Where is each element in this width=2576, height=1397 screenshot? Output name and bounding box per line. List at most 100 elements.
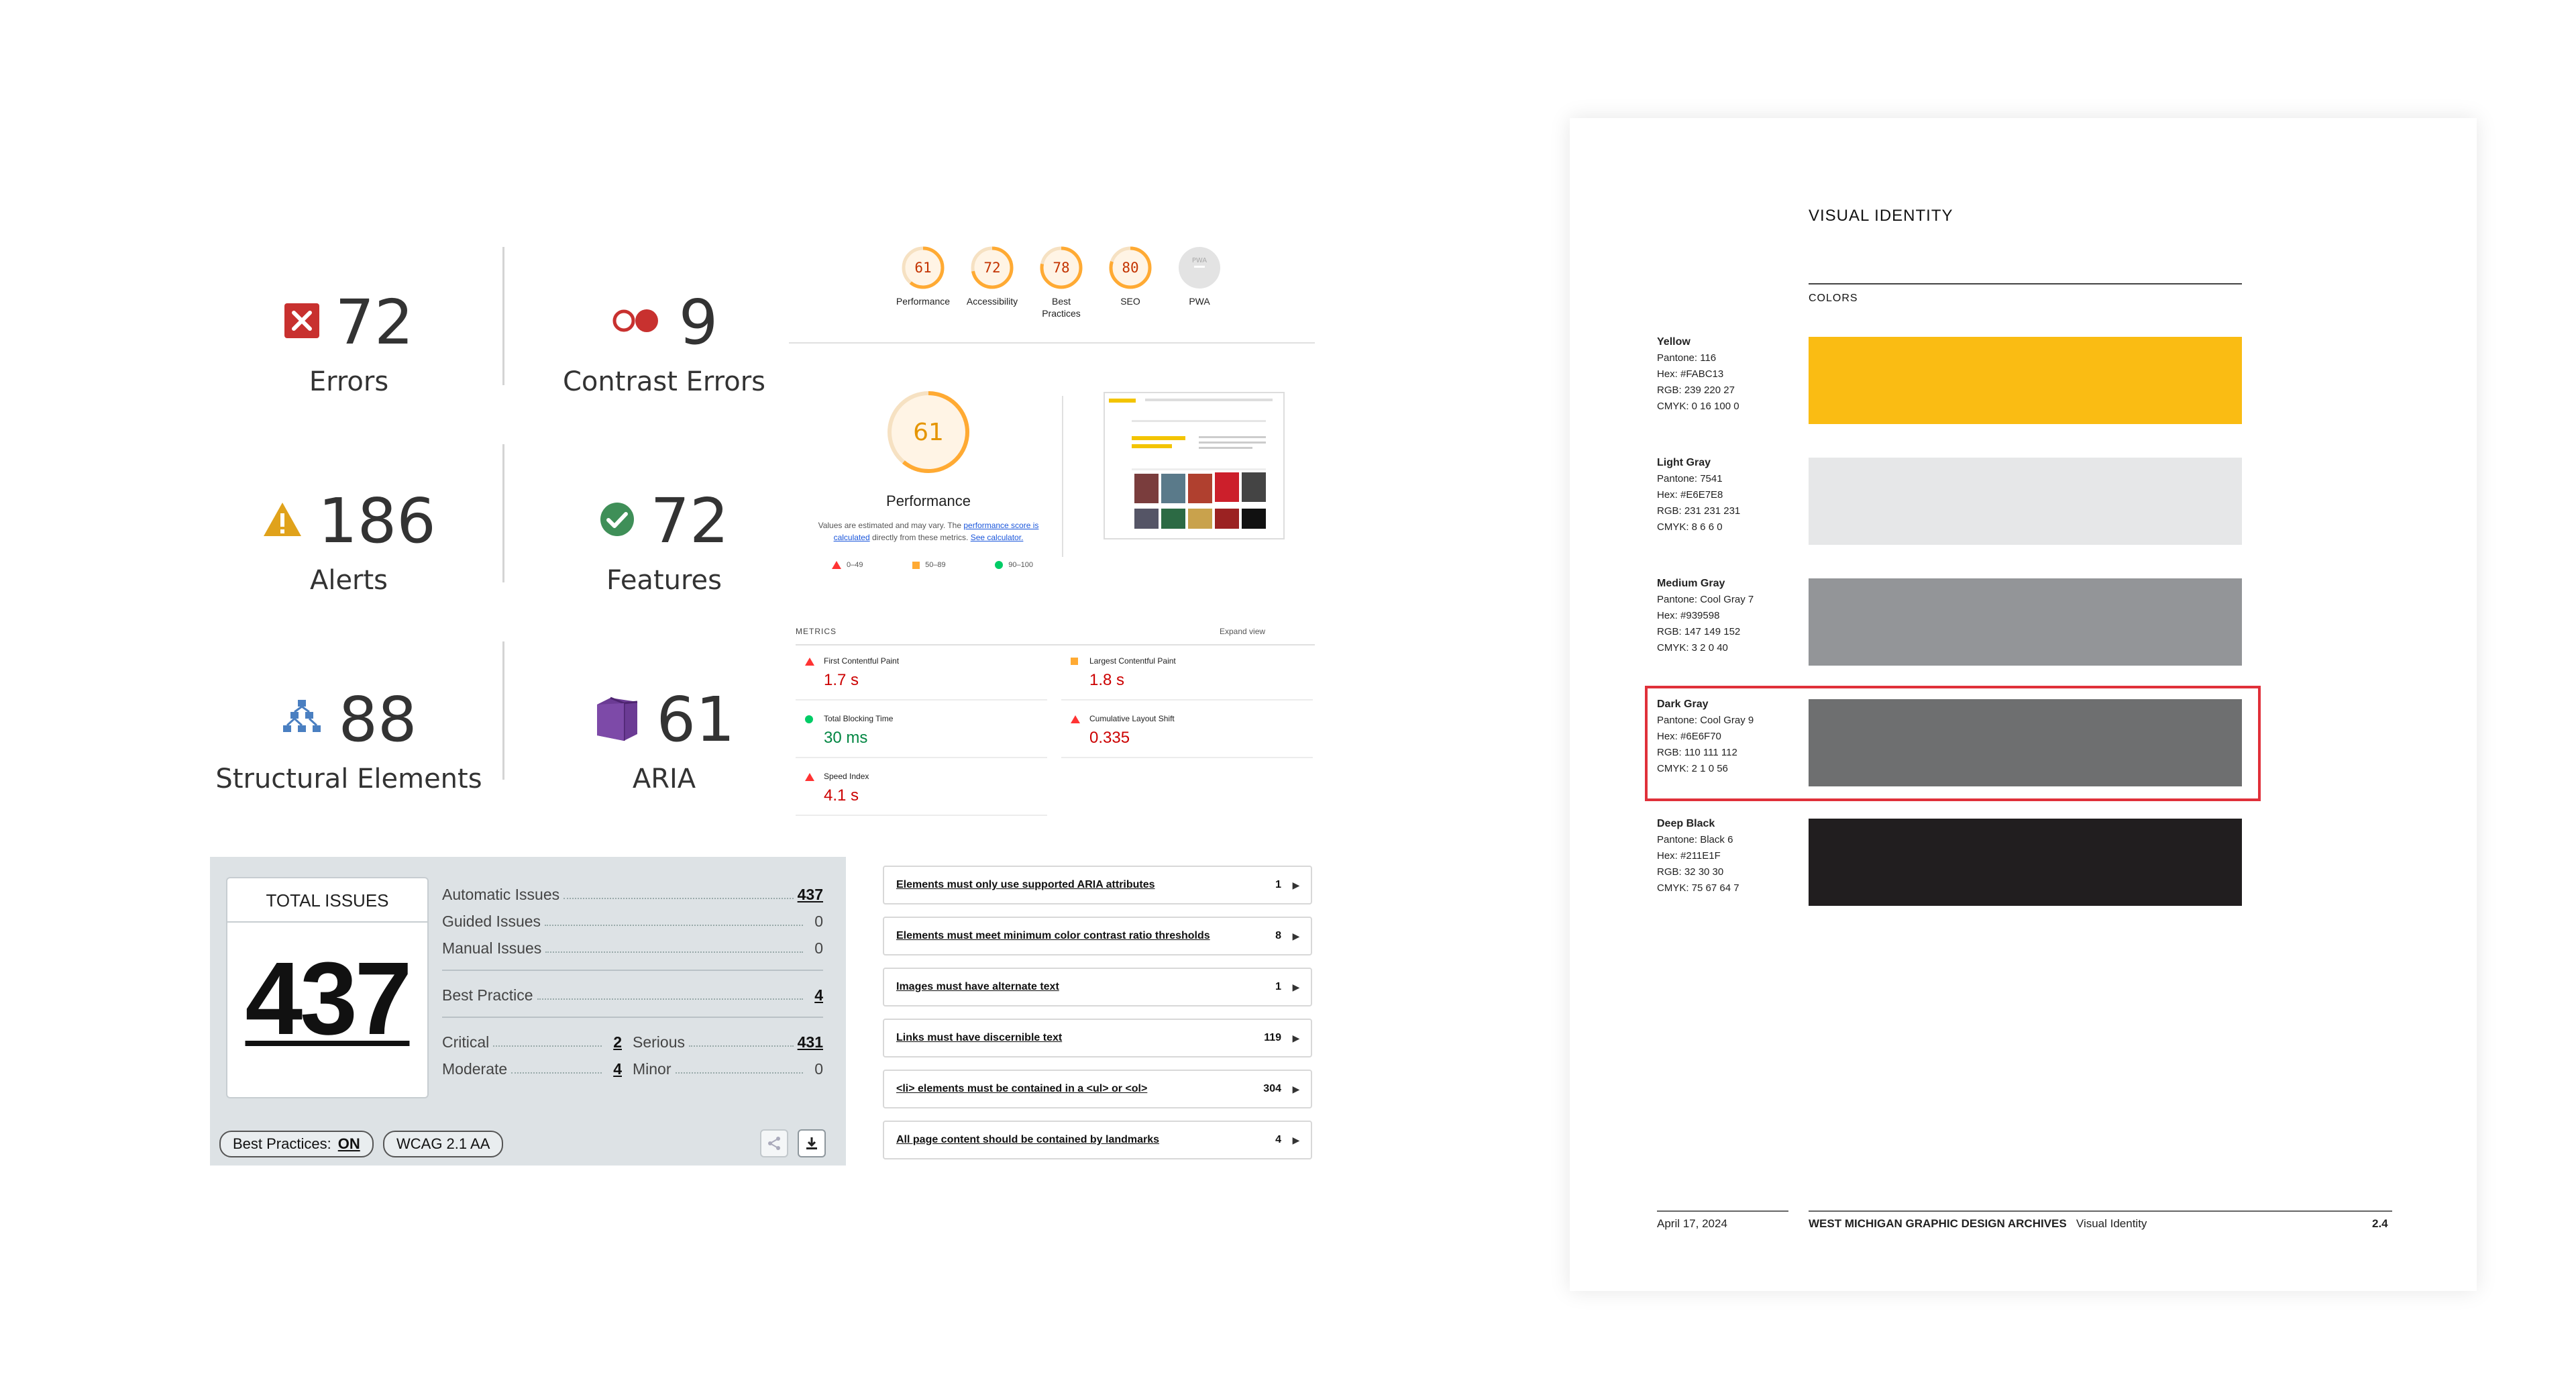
alert-icon bbox=[262, 501, 303, 541]
wave-divider bbox=[502, 641, 504, 780]
page-title: VISUAL IDENTITY bbox=[1809, 207, 1953, 225]
wcag-standard-selector[interactable]: WCAG 2.1 AA bbox=[383, 1131, 504, 1157]
rule-item[interactable]: Links must have discernible text 119 ▶ bbox=[883, 1019, 1312, 1057]
average-square-icon bbox=[912, 561, 920, 569]
page-screenshot-thumbnail[interactable] bbox=[1104, 392, 1285, 539]
errors-count: 72 bbox=[335, 286, 414, 358]
wave-contrast-errors[interactable]: 9 Contrast Errors bbox=[506, 282, 822, 443]
moderate-link[interactable]: 4 bbox=[613, 1060, 622, 1078]
moderate-row[interactable]: Moderate 4 bbox=[442, 1060, 622, 1078]
wave-alerts[interactable]: 186 Alerts bbox=[191, 480, 506, 641]
minor-row: Minor 0 bbox=[633, 1060, 823, 1078]
chevron-right-icon: ▶ bbox=[1292, 1032, 1300, 1043]
download-icon bbox=[806, 1137, 817, 1149]
structure-icon bbox=[280, 698, 323, 741]
see-calculator-link[interactable]: See calculator. bbox=[970, 533, 1024, 542]
metric-name: Speed Index bbox=[824, 772, 869, 781]
rule-item[interactable]: Elements must meet minimum color contras… bbox=[883, 917, 1312, 955]
aria-count: 61 bbox=[656, 683, 735, 756]
critical-link[interactable]: 2 bbox=[613, 1033, 622, 1051]
color-medium-gray-info: Medium Gray Pantone: Cool Gray 7 Hex: #939… bbox=[1657, 578, 1754, 654]
serious-row[interactable]: Serious 431 bbox=[633, 1033, 823, 1051]
alerts-label: Alerts bbox=[309, 565, 388, 596]
score-label: PWA bbox=[1189, 296, 1210, 307]
score-gauge: 78 bbox=[1040, 246, 1083, 289]
pass-dot-icon bbox=[805, 715, 813, 723]
metric-first-contentful-paint[interactable]: First Contentful Paint 1.7 s bbox=[796, 645, 1047, 701]
wave-divider bbox=[502, 444, 504, 582]
download-button[interactable] bbox=[798, 1129, 826, 1157]
score-label: SEO bbox=[1120, 296, 1140, 307]
svg-text:61: 61 bbox=[913, 419, 944, 446]
score-gauge: 80 bbox=[1109, 246, 1152, 289]
contrast-errors-count: 9 bbox=[678, 286, 718, 358]
automatic-issues-row[interactable]: Automatic Issues 437 bbox=[442, 886, 823, 903]
metric-value: 30 ms bbox=[824, 729, 868, 747]
color-swatch-medium-gray bbox=[1809, 578, 2242, 666]
lh-performance-note: Values are estimated and may vary. The p… bbox=[818, 521, 1039, 542]
color-swatch-dark-gray bbox=[1809, 699, 2242, 786]
wave-aria[interactable]: 61 ARIA bbox=[506, 679, 822, 840]
footer-page-number: 2.4 bbox=[2372, 1217, 2388, 1230]
axe-divider bbox=[442, 970, 823, 971]
color-swatch-deep-black bbox=[1809, 819, 2242, 906]
serious-link[interactable]: 431 bbox=[797, 1033, 823, 1051]
lh-performance-title: Performance bbox=[886, 493, 971, 509]
title-rule bbox=[1809, 283, 2242, 284]
metric-value: 1.8 s bbox=[1089, 671, 1125, 689]
pwa-badge-icon: PWA bbox=[1179, 247, 1220, 289]
expand-view-link[interactable]: Expand view bbox=[1220, 627, 1266, 636]
critical-row[interactable]: Critical 2 bbox=[442, 1033, 622, 1051]
metric-largest-contentful-paint[interactable]: Largest Contentful Paint 1.8 s bbox=[1061, 645, 1313, 701]
lh-performance-gauge[interactable]: 61 bbox=[884, 388, 973, 476]
rule-item[interactable]: All page content should be contained by … bbox=[883, 1121, 1312, 1159]
rule-item[interactable]: <li> elements must be contained in a <ul… bbox=[883, 1070, 1312, 1108]
metric-cumulative-layout-shift[interactable]: Cumulative Layout Shift 0.335 bbox=[1061, 703, 1313, 758]
color-swatch-light-gray bbox=[1809, 458, 2242, 545]
metric-name: First Contentful Paint bbox=[824, 656, 900, 666]
best-practice-row[interactable]: Best Practice 4 bbox=[442, 986, 823, 1004]
score-label: Accessibility bbox=[966, 296, 1018, 307]
metric-value: 0.335 bbox=[1089, 729, 1130, 747]
fail-triangle-icon bbox=[805, 658, 814, 666]
score-label: Best Practices bbox=[1042, 296, 1081, 319]
best-practice-link[interactable]: 4 bbox=[814, 986, 823, 1004]
lh-legend: 0–49 50–89 90–100 bbox=[832, 561, 1033, 569]
rule-item[interactable]: Elements must only use supported ARIA at… bbox=[883, 866, 1312, 904]
aria-cube-icon bbox=[593, 694, 641, 745]
metric-name: Total Blocking Time bbox=[824, 714, 894, 723]
metric-name: Cumulative Layout Shift bbox=[1089, 714, 1175, 723]
aria-label: ARIA bbox=[632, 764, 696, 794]
metric-speed-index[interactable]: Speed Index 4.1 s bbox=[796, 761, 1047, 816]
wave-structural-elements[interactable]: 88 Structural Elements bbox=[191, 679, 506, 840]
share-icon bbox=[768, 1137, 780, 1150]
wave-features[interactable]: 72 Features bbox=[506, 480, 822, 641]
score-gauge: 61 bbox=[902, 246, 945, 289]
metrics-header: METRICS bbox=[796, 627, 837, 636]
metrics-divider bbox=[796, 644, 1315, 645]
lh-score-seo[interactable]: 80 SEO bbox=[1080, 246, 1181, 307]
share-button[interactable] bbox=[760, 1129, 788, 1157]
lh-score-accessibility[interactable]: 72 Accessibility bbox=[942, 246, 1042, 307]
chevron-right-icon: ▶ bbox=[1292, 879, 1300, 890]
score-label: Performance bbox=[896, 296, 951, 307]
footer-org: WEST MICHIGAN GRAPHIC DESIGN ARCHIVES Vi… bbox=[1809, 1217, 2147, 1230]
chevron-right-icon: ▶ bbox=[1292, 1083, 1300, 1094]
rule-item[interactable]: Images must have alternate text 1 ▶ bbox=[883, 968, 1312, 1006]
contrast-errors-label: Contrast Errors bbox=[563, 366, 765, 397]
metric-total-blocking-time[interactable]: Total Blocking Time 30 ms bbox=[796, 703, 1047, 758]
metric-name: Largest Contentful Paint bbox=[1089, 656, 1176, 666]
total-issues-count[interactable]: 437 bbox=[245, 941, 413, 1056]
automatic-issues-link[interactable]: 437 bbox=[797, 886, 823, 903]
check-icon bbox=[599, 501, 635, 541]
color-yellow-info: Yellow Pantone: 116 Hex: #FABC13 RGB: 239 2… bbox=[1657, 336, 1739, 412]
lh-gauge-divider bbox=[1062, 396, 1063, 557]
lh-divider bbox=[789, 342, 1315, 344]
lh-score-performance[interactable]: 61 Performance bbox=[873, 246, 973, 307]
performance-score-link[interactable]: performance score is calculated bbox=[833, 521, 1039, 542]
lh-score-pwa[interactable]: PWA PWA bbox=[1149, 246, 1250, 307]
wave-errors[interactable]: 72 Errors bbox=[191, 282, 506, 443]
best-practices-toggle[interactable]: Best Practices: ON bbox=[219, 1131, 374, 1157]
lh-score-best-practices[interactable]: 78 Best Practices bbox=[1011, 246, 1112, 319]
features-label: Features bbox=[606, 565, 722, 596]
